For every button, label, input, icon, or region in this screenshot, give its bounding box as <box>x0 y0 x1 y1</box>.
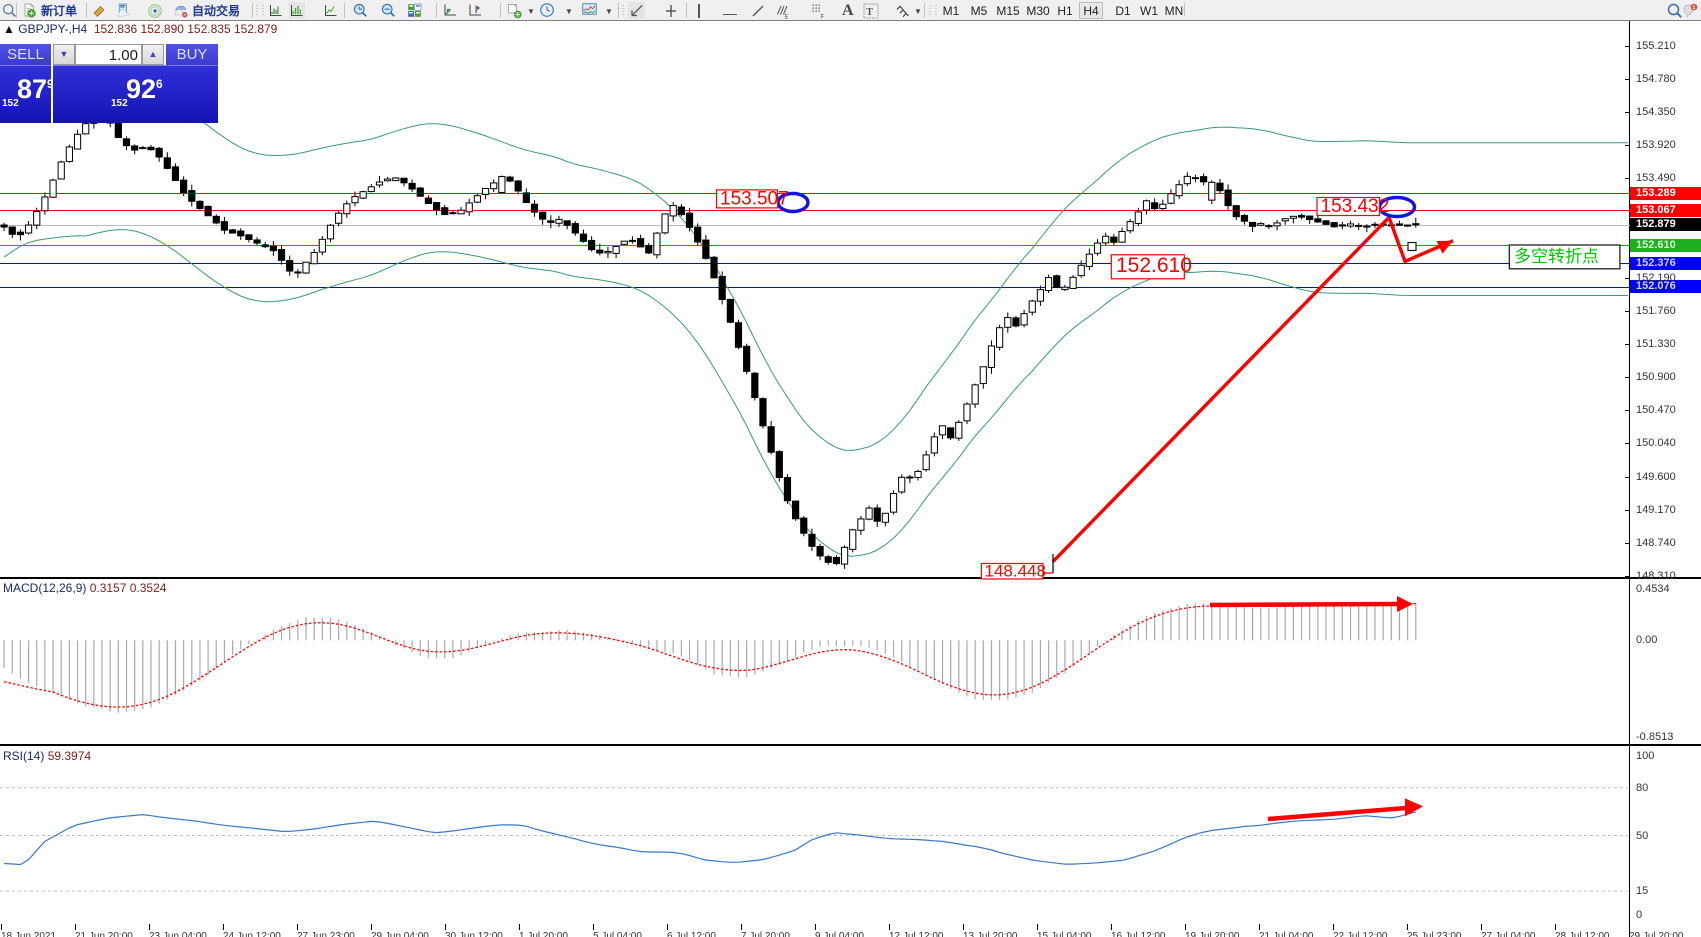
svg-text:F: F <box>821 14 825 19</box>
svg-text:多空转折点: 多空转折点 <box>1514 247 1599 266</box>
svg-text:1: 1 <box>1692 5 1695 11</box>
svg-text:153.432: 153.432 <box>1321 196 1390 217</box>
svg-text:T: T <box>866 7 873 18</box>
svg-text:152.610: 152.610 <box>1116 254 1192 277</box>
svg-text:148.448: 148.448 <box>985 562 1046 581</box>
svg-text:153.507: 153.507 <box>720 189 789 210</box>
svg-text:E: E <box>785 14 789 19</box>
